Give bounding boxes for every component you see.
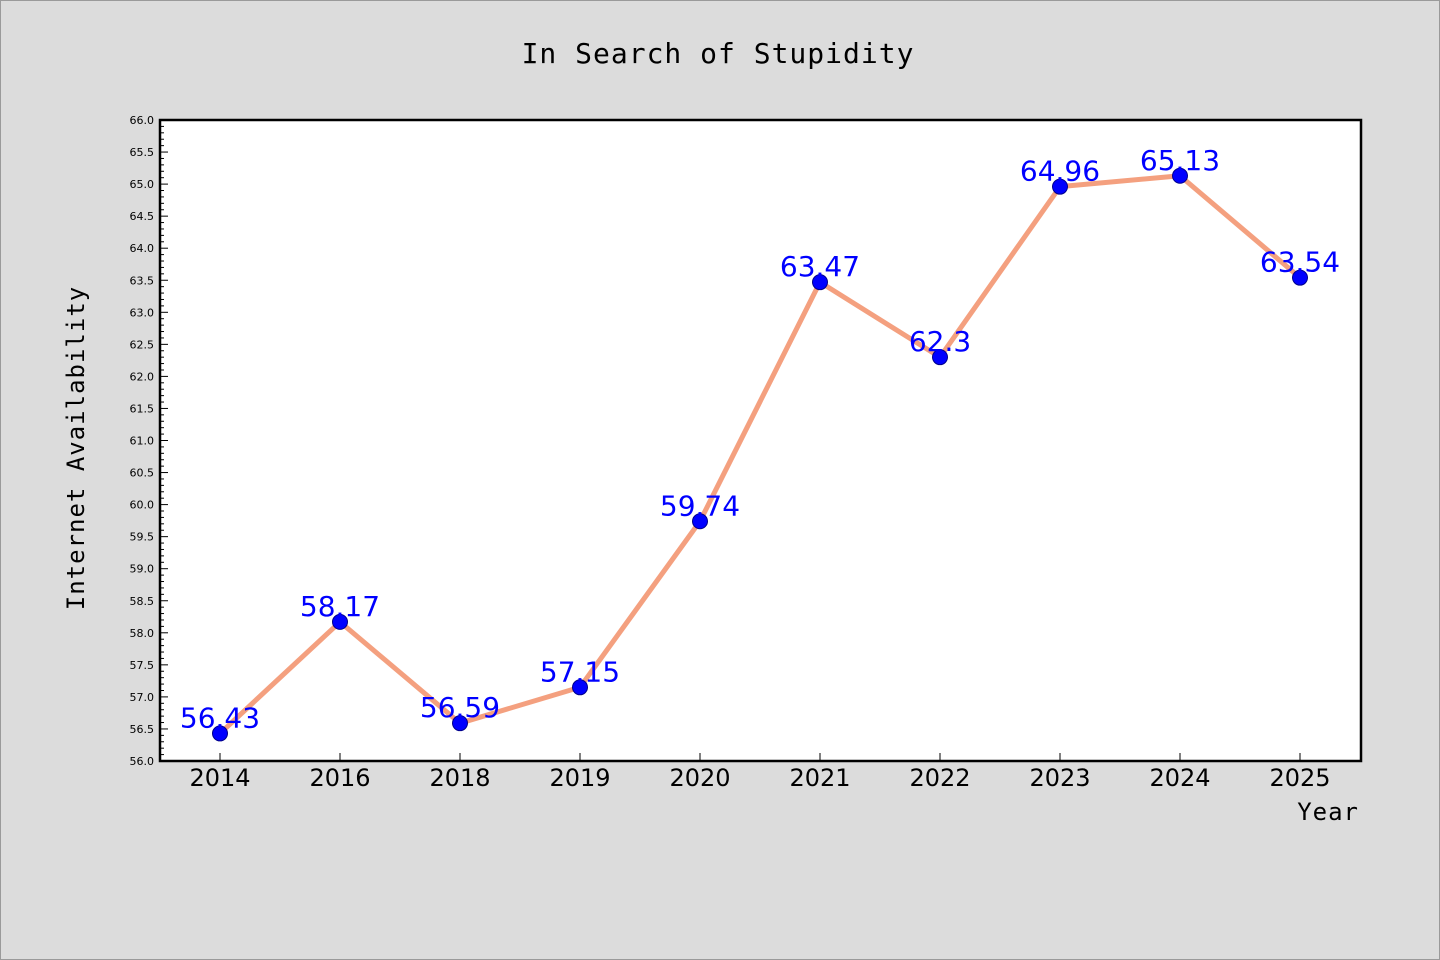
y-tick-label: 58.5: [130, 595, 155, 608]
data-point-marker: [1172, 167, 1188, 184]
plot-frame: [158, 118, 1363, 763]
data-point-label: 58.17: [300, 590, 380, 623]
x-tick-label: 2018: [429, 764, 490, 792]
data-point-marker: [932, 349, 948, 366]
data-point-label: 56.43: [180, 701, 260, 734]
data-point-marker: [452, 715, 468, 732]
x-tick-label: 2016: [309, 764, 370, 792]
data-point-label: 63.47: [780, 250, 860, 283]
x-axis-label: Year: [1297, 798, 1359, 826]
y-tick-label: 59.5: [130, 531, 155, 544]
x-tick-label: 2022: [909, 764, 970, 792]
y-tick-label: 64.5: [130, 210, 155, 223]
data-point-marker: [812, 274, 828, 291]
data-point-label: 56.59: [420, 691, 500, 724]
y-tick-label: 58.0: [130, 627, 155, 640]
data-point-label: 62.3: [909, 325, 971, 358]
y-tick-label: 57.0: [130, 691, 155, 704]
data-point-label: 63.54: [1260, 246, 1340, 279]
data-point-label: 65.13: [1140, 144, 1220, 177]
data-point-marker: [1292, 269, 1308, 286]
data-point-marker: [212, 725, 228, 742]
chart-title: In Search of Stupidity: [522, 37, 915, 70]
y-tick-label: 66.0: [130, 114, 155, 127]
y-tick-label: 59.0: [130, 563, 155, 576]
y-tick-label: 60.5: [130, 467, 155, 480]
y-tick-label: 64.0: [130, 242, 155, 255]
x-tick-label: 2023: [1029, 764, 1090, 792]
x-tick-label: 2020: [669, 764, 730, 792]
series-line: [217, 173, 1303, 736]
series-line-group: [217, 173, 1303, 736]
data-labels: 56.43 58.17 56.59 57.15 59.74 63.47 62.3 64.96 6…: [180, 144, 1340, 735]
y-tick-label: 65.5: [130, 146, 155, 159]
data-point-marker: [572, 679, 588, 696]
x-tick-label: 2021: [789, 764, 850, 792]
y-tick-label: 56.0: [130, 755, 155, 768]
x-axis-ticks: 2014 2016 2018 2019 2020 2021 2022 2023 2024 2025: [189, 753, 1331, 792]
data-point-marker: [332, 613, 348, 630]
y-tick-label: 63.5: [130, 274, 155, 287]
data-point-label: 59.74: [660, 489, 740, 522]
y-tick-label: 60.0: [130, 499, 155, 512]
y-tick-label: 61.5: [130, 402, 155, 415]
series-markers: [212, 167, 1308, 742]
data-point-label: 64.96: [1020, 155, 1100, 188]
plot-area: [160, 120, 1361, 761]
x-tick-label: 2014: [189, 764, 250, 792]
y-axis-label: Internet Availability: [62, 286, 90, 610]
y-tick-label: 57.5: [130, 659, 155, 672]
x-tick-label: 2024: [1149, 764, 1210, 792]
y-tick-label: 63.0: [130, 306, 155, 319]
x-tick-label: 2025: [1269, 764, 1330, 792]
y-tick-label: 65.0: [130, 178, 155, 191]
data-point-label: 57.15: [540, 655, 620, 688]
y-tick-label: 62.0: [130, 370, 155, 383]
data-point-marker: [1052, 178, 1068, 195]
y-tick-label: 56.5: [130, 723, 155, 736]
data-point-marker: [692, 513, 708, 530]
y-tick-label: 62.5: [130, 338, 155, 351]
x-tick-label: 2019: [549, 764, 610, 792]
y-tick-label: 61.0: [130, 435, 155, 448]
